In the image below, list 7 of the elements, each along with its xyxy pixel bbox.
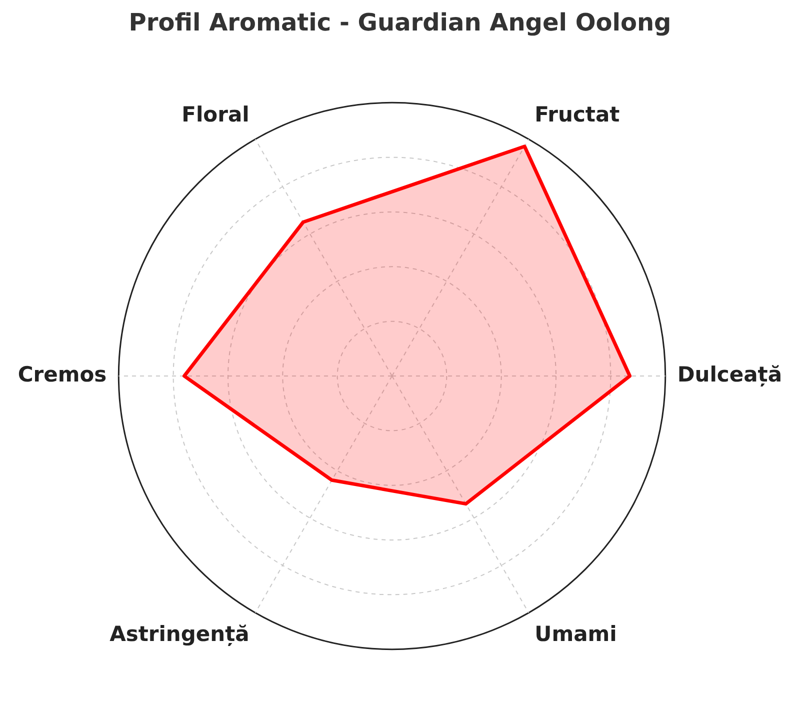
spoke-label: Fructat xyxy=(534,102,620,127)
chart-title: Profil Aromatic - Guardian Angel Oolong xyxy=(128,8,672,37)
spoke-label: Cremos xyxy=(18,362,107,386)
spoke-label: Dulceață xyxy=(677,362,782,388)
spoke-label: Umami xyxy=(534,622,617,646)
spoke-label: Astringență xyxy=(110,622,250,648)
spoke-label: Floral xyxy=(182,102,250,127)
